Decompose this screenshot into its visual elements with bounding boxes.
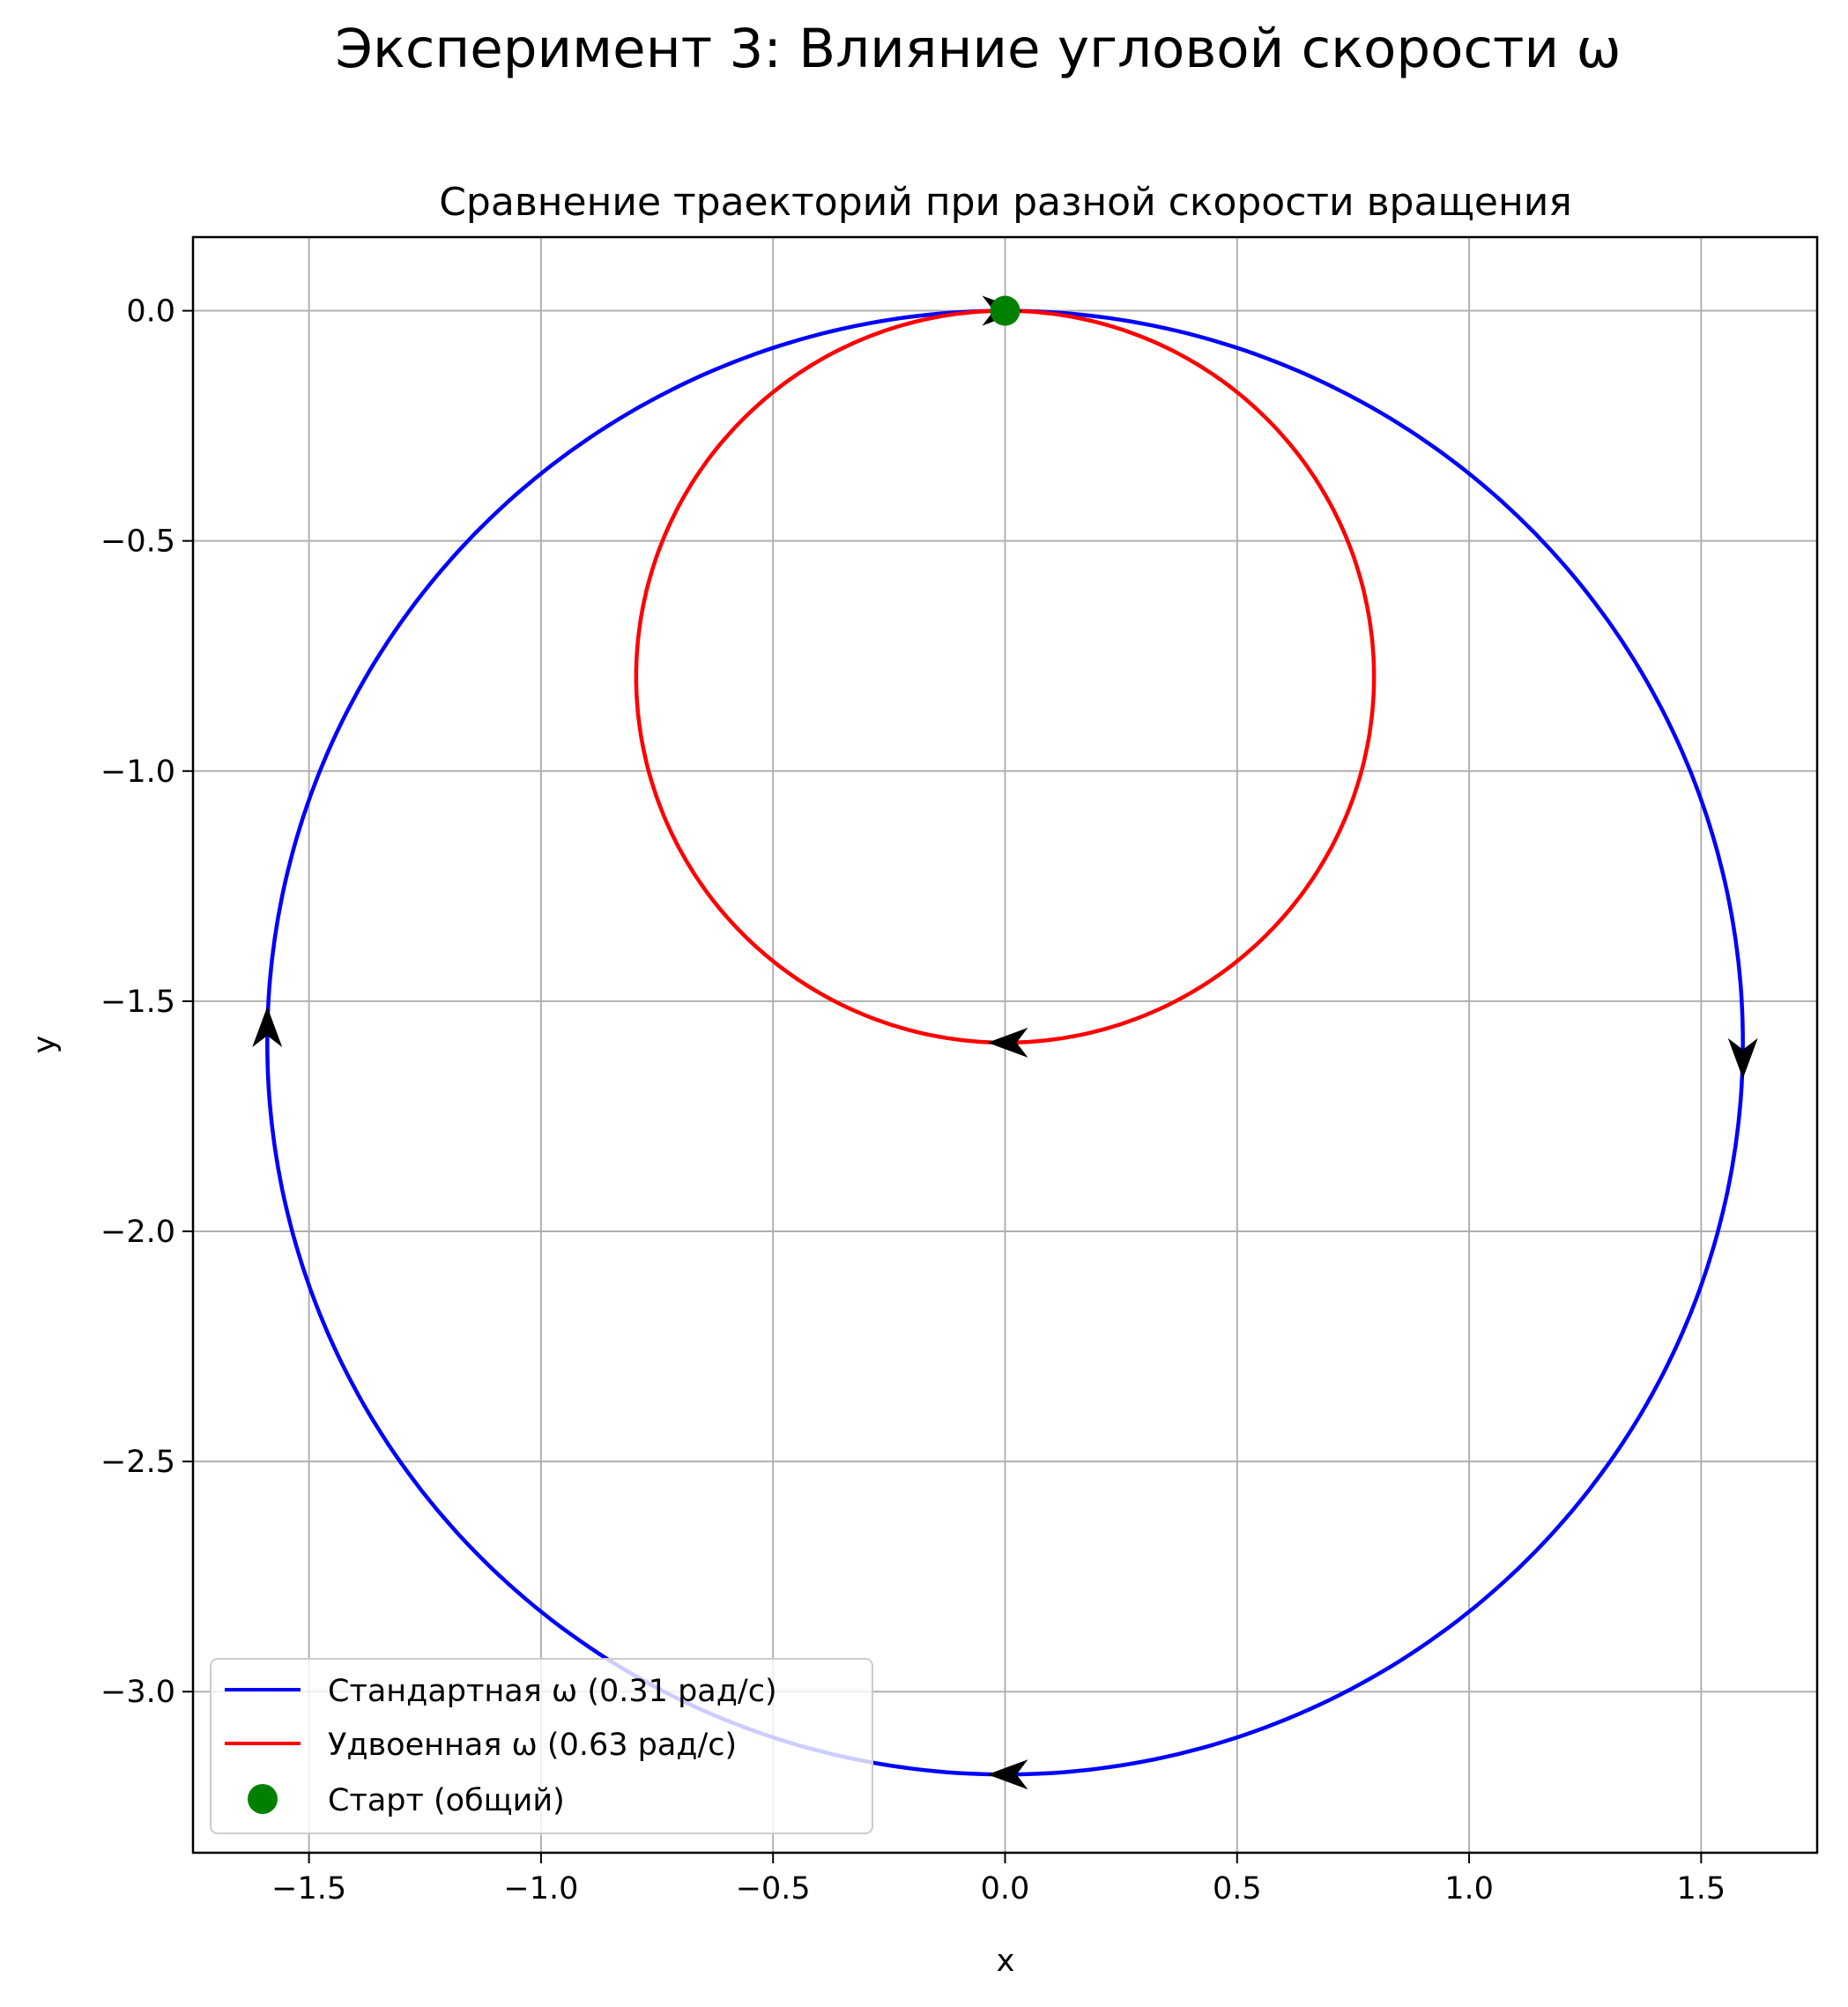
- x-tick-label: −1.5: [271, 1871, 346, 1907]
- direction-arrow: [987, 1027, 1028, 1058]
- plot-data: [265, 308, 1745, 1777]
- y-tick-label: −2.5: [100, 1445, 175, 1480]
- y-tick-label: −3.0: [100, 1675, 175, 1710]
- x-axis-ticks: −1.5 −1.0 −0.5 0.0 0.5 1.0 1.5: [271, 1853, 1726, 1907]
- legend-marker-start: [248, 1784, 278, 1814]
- y-axis-label: y: [27, 1036, 63, 1054]
- legend-box: [210, 1658, 873, 1834]
- y-axis-ticks: 0.0 −0.5 −1.0 −1.5 −2.0 −2.5 −3.0: [100, 294, 193, 1710]
- y-tick-label: 0.0: [126, 294, 175, 330]
- y-tick-label: −1.0: [100, 754, 175, 790]
- start-point-marker: [990, 295, 1020, 326]
- legend-label-start: Старт (общий): [328, 1783, 565, 1818]
- x-tick-label: −0.5: [736, 1871, 811, 1907]
- x-tick-label: 1.5: [1677, 1871, 1726, 1907]
- grid: [193, 237, 1817, 1853]
- legend-label-doubled: Удвоенная ω (0.63 рад/с): [328, 1728, 737, 1763]
- y-tick-label: −2.0: [100, 1215, 175, 1250]
- legend-label-standard: Стандартная ω (0.31 рад/с): [328, 1674, 777, 1709]
- trajectory-line-0: [265, 308, 1745, 1777]
- start-markers: [990, 295, 1020, 326]
- y-tick-label: −0.5: [100, 524, 175, 560]
- x-axis-label: x: [997, 1944, 1015, 1979]
- y-tick-label: −1.5: [100, 985, 175, 1020]
- x-tick-label: 0.0: [981, 1871, 1030, 1907]
- direction-arrow: [987, 1759, 1028, 1790]
- legend: Стандартная ω (0.31 рад/с) Удвоенная ω (…: [210, 1658, 873, 1834]
- x-tick-label: −1.0: [503, 1871, 578, 1907]
- direction-arrow: [1727, 1037, 1758, 1079]
- x-tick-label: 1.0: [1444, 1871, 1494, 1907]
- x-tick-label: 0.5: [1213, 1871, 1262, 1907]
- trajectory-line-1: [634, 308, 1377, 1045]
- figure-suptitle: Эксперимент 3: Влияние угловой скорости …: [335, 18, 1621, 80]
- chart-title: Сравнение траекторий при разной скорости…: [439, 180, 1572, 225]
- direction-arrow: [252, 1007, 283, 1047]
